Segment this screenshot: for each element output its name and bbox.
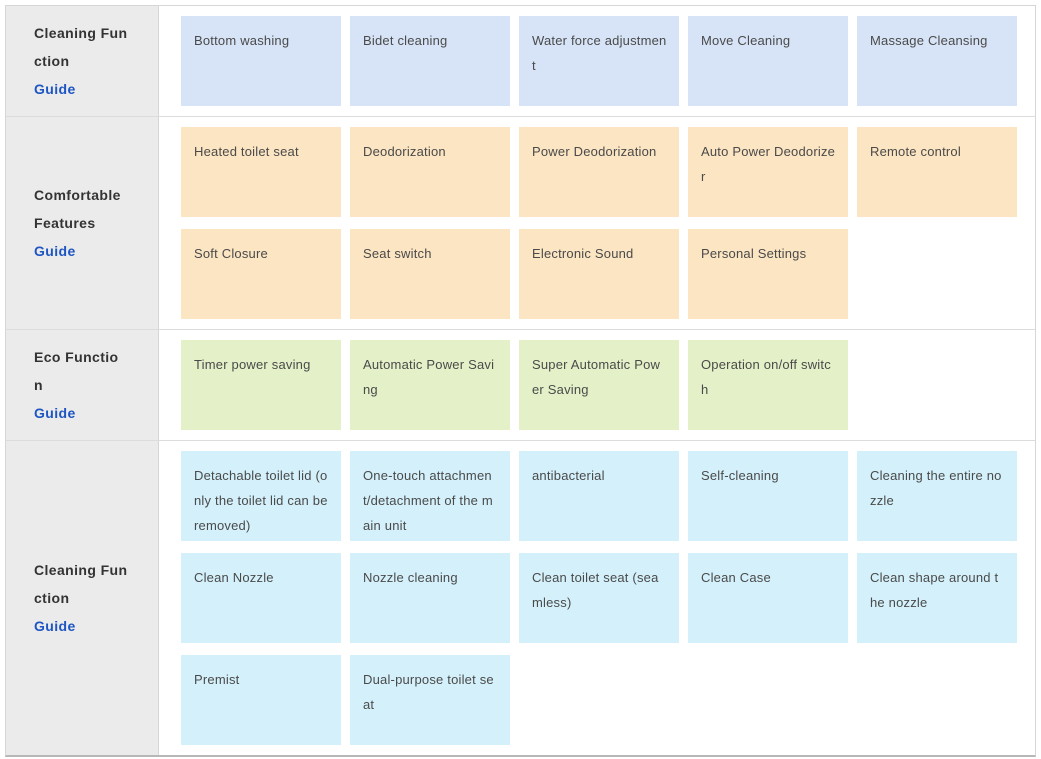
feature-card-label: Dual-purpose toilet seat [363,672,494,712]
feature-card[interactable]: Super Automatic Power Saving [519,340,679,430]
feature-card-label: One-touch attachment/detachment of the m… [363,468,493,533]
category-label-cell: Eco Functio n Guide [6,330,159,440]
feature-card-label: Heated toilet seat [194,144,299,159]
feature-card-label: Nozzle cleaning [363,570,458,585]
feature-card[interactable]: Clean Nozzle [181,553,341,643]
category-label: Cleaning Fun ction [34,556,152,612]
feature-card[interactable]: Remote control [857,127,1017,217]
card-grid: Timer power saving Automatic Power Saving… [159,330,1035,440]
feature-card[interactable]: Bottom washing [181,16,341,106]
category-label-cell: Comfortable Features Guide [6,117,159,329]
category-label: Cleaning Fun ction [34,19,152,75]
feature-card[interactable]: Electronic Sound [519,229,679,319]
category-label-line: n [34,377,43,393]
card-grid: Heated toilet seat Deodorization Power Deo… [159,117,1035,329]
feature-card[interactable]: Deodorization [350,127,510,217]
feature-card-label: Personal Settings [701,246,807,261]
feature-card[interactable]: Massage Cleansing [857,16,1017,106]
guide-link[interactable]: Guide [34,243,76,259]
feature-card[interactable]: Operation on/off switch [688,340,848,430]
feature-card[interactable]: Dual-purpose toilet seat [350,655,510,745]
feature-card-label: Seat switch [363,246,432,261]
feature-card-label: Clean shape around the nozzle [870,570,999,610]
category-label: Eco Functio n [34,343,152,399]
feature-card-label: Electronic Sound [532,246,634,261]
feature-card[interactable]: Move Cleaning [688,16,848,106]
feature-card[interactable]: Water force adjustment [519,16,679,106]
feature-card[interactable]: Nozzle cleaning [350,553,510,643]
category-label-line: Eco Functio [34,349,119,365]
feature-card-label: Remote control [870,144,961,159]
feature-card[interactable]: Bidet cleaning [350,16,510,106]
feature-card-label: Deodorization [363,144,446,159]
feature-card-label: Super Automatic Power Saving [532,357,661,397]
feature-card[interactable]: Power Deodorization [519,127,679,217]
feature-card-label: Auto Power Deodorizer [701,144,836,184]
feature-card[interactable]: One-touch attachment/detachment of the m… [350,451,510,541]
category-label-line: Features [34,215,96,231]
category-label-line: Cleaning Fun [34,25,128,41]
feature-card[interactable]: Auto Power Deodorizer [688,127,848,217]
feature-row: Comfortable Features Guide Heated toilet … [6,117,1035,330]
feature-card-label: Clean Nozzle [194,570,274,585]
feature-card-label: Premist [194,672,240,687]
feature-card-label: Bottom washing [194,33,290,48]
guide-link[interactable]: Guide [34,81,76,97]
category-label-line: ction [34,590,70,606]
category-label: Comfortable Features [34,181,152,237]
feature-card[interactable]: Automatic Power Saving [350,340,510,430]
feature-row: Cleaning Fun ction Guide Detachable toile… [6,441,1035,755]
feature-card[interactable]: Clean Case [688,553,848,643]
feature-row: Eco Functio n Guide Timer power saving Aut… [6,330,1035,441]
feature-card[interactable]: Timer power saving [181,340,341,430]
feature-row: Cleaning Fun ction Guide Bottom washing Bi… [6,6,1035,117]
feature-card-label: antibacterial [532,468,605,483]
feature-card[interactable]: antibacterial [519,451,679,541]
feature-table: Cleaning Fun ction Guide Bottom washing Bi… [5,5,1036,757]
feature-card-label: Move Cleaning [701,33,791,48]
feature-card[interactable]: Clean shape around the nozzle [857,553,1017,643]
feature-card-label: Clean Case [701,570,771,585]
feature-card[interactable]: Heated toilet seat [181,127,341,217]
category-label-line: Comfortable [34,187,121,203]
feature-card-label: Self-cleaning [701,468,779,483]
feature-card[interactable]: Seat switch [350,229,510,319]
category-label-line: Cleaning Fun [34,562,128,578]
feature-card-label: Timer power saving [194,357,311,372]
feature-card-label: Detachable toilet lid (only the toilet l… [194,468,328,533]
feature-card[interactable]: Clean toilet seat (seamless) [519,553,679,643]
feature-card-label: Soft Closure [194,246,268,261]
feature-card-label: Massage Cleansing [870,33,988,48]
card-grid: Detachable toilet lid (only the toilet l… [159,441,1035,755]
feature-card[interactable]: Soft Closure [181,229,341,319]
feature-card-label: Cleaning the entire nozzle [870,468,1002,508]
feature-card[interactable]: Personal Settings [688,229,848,319]
feature-card[interactable]: Premist [181,655,341,745]
feature-card-label: Water force adjustment [532,33,667,73]
feature-card[interactable]: Cleaning the entire nozzle [857,451,1017,541]
feature-card-label: Clean toilet seat (seamless) [532,570,659,610]
feature-card-label: Operation on/off switch [701,357,831,397]
guide-link[interactable]: Guide [34,618,76,634]
feature-card[interactable]: Self-cleaning [688,451,848,541]
feature-card-label: Bidet cleaning [363,33,448,48]
category-label-cell: Cleaning Fun ction Guide [6,6,159,116]
feature-card-label: Automatic Power Saving [363,357,495,397]
feature-card[interactable]: Detachable toilet lid (only the toilet l… [181,451,341,541]
category-label-line: ction [34,53,70,69]
card-grid: Bottom washing Bidet cleaning Water force … [159,6,1035,116]
feature-card-label: Power Deodorization [532,144,657,159]
category-label-cell: Cleaning Fun ction Guide [6,441,159,755]
guide-link[interactable]: Guide [34,405,76,421]
